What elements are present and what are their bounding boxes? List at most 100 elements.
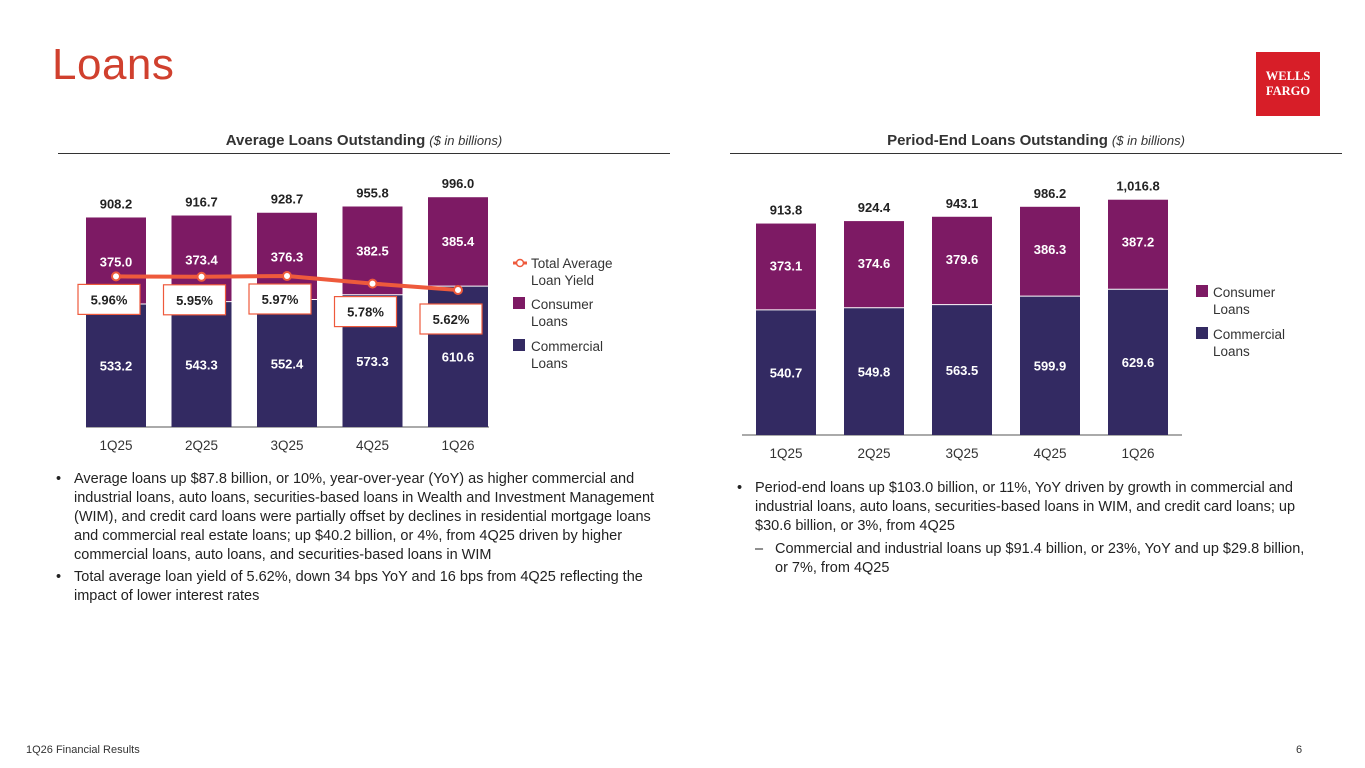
bar-commercial [844, 307, 904, 435]
label-consumer: 376.3 [271, 250, 304, 265]
label-consumer: 374.6 [858, 256, 891, 271]
legend-consumer-label-line1: Consumer [531, 297, 594, 312]
bar-commercial [1108, 289, 1168, 435]
x-tick-label: 1Q26 [1121, 446, 1154, 461]
label-consumer: 385.4 [442, 234, 475, 249]
left-bullet-2: Total average loan yield of 5.62%, down … [54, 568, 664, 606]
yield-label: 5.78% [347, 305, 384, 320]
legend-consumer-swatch [1196, 285, 1208, 297]
page-number: 6 [1296, 744, 1303, 756]
label-total: 1,016.8 [1116, 179, 1159, 194]
left-heading-rule [58, 153, 670, 154]
yield-label: 5.96% [91, 292, 128, 307]
bar-consumer [932, 216, 992, 305]
x-tick-label: 2Q25 [857, 446, 890, 461]
bar-consumer [428, 197, 488, 287]
x-tick-label: 3Q25 [945, 446, 978, 461]
legend-commercial-label-line2: Loans [1213, 344, 1250, 359]
label-commercial: 610.6 [442, 350, 475, 365]
right-bullet-1: Period-end loans up $103.0 billion, or 1… [735, 479, 1320, 536]
yield-point [367, 278, 378, 289]
legend-consumer-label-line2: Loans [1213, 302, 1250, 317]
bar-commercial [257, 299, 317, 427]
bar-commercial [171, 301, 232, 427]
x-tick-label: 1Q25 [99, 438, 132, 453]
label-consumer: 387.2 [1122, 235, 1155, 250]
right-heading-text: Period-End Loans Outstanding [887, 132, 1108, 149]
label-total: 924.4 [858, 200, 891, 215]
yield-label: 5.62% [433, 312, 470, 327]
bar-consumer [1108, 199, 1168, 290]
right-heading-unit: ($ in billions) [1111, 133, 1185, 148]
yield-label-box [333, 296, 398, 328]
legend-yield-marker-icon [515, 258, 525, 268]
legend-consumer-label-line1: Consumer [1213, 285, 1276, 300]
label-commercial: 533.2 [100, 358, 133, 373]
x-tick-label: 1Q25 [769, 446, 802, 461]
yield-label-box [162, 284, 227, 316]
legend-commercial-label-line1: Commercial [531, 339, 603, 354]
left-chart-heading: Average Loans Outstanding ($ in billions) [58, 132, 670, 149]
bar-consumer [844, 221, 904, 308]
label-total: 996.0 [442, 176, 475, 191]
x-tick-label: 4Q25 [1033, 446, 1066, 461]
label-commercial: 543.3 [185, 357, 218, 372]
yield-label: 5.95% [176, 293, 213, 308]
bar-commercial [1020, 296, 1080, 435]
label-total: 943.1 [946, 196, 979, 211]
x-tick-label: 3Q25 [270, 438, 303, 453]
x-tick-label: 4Q25 [356, 438, 389, 453]
label-consumer: 382.5 [356, 243, 389, 258]
label-total: 955.8 [356, 185, 389, 200]
page-title: Loans [52, 40, 175, 89]
yield-label: 5.97% [262, 292, 299, 307]
period-end-loans-chart: 540.7 373.1 913.8 1Q25 549.8 374.6 924.4 2Q25 56… [742, 179, 1285, 461]
label-commercial: 552.4 [271, 356, 304, 371]
legend-commercial-label-line1: Commercial [1213, 327, 1285, 342]
yield-label-box [248, 283, 312, 315]
legend-commercial-label-line2: Loans [531, 356, 568, 371]
x-tick-label: 1Q26 [441, 438, 474, 453]
yield-label-box [419, 303, 483, 335]
label-commercial: 573.3 [356, 354, 389, 369]
label-consumer: 373.1 [770, 259, 803, 274]
label-consumer: 375.0 [100, 254, 133, 269]
yield-point [282, 271, 292, 281]
right-chart-heading: Period-End Loans Outstanding ($ in billio… [730, 132, 1342, 149]
bar-consumer [1020, 206, 1080, 297]
logo-line-1: WELLS [1265, 69, 1311, 83]
average-loans-chart: 533.2 375.0 908.2 1Q25 543.3 373.4 916.7 2Q25 55… [77, 176, 613, 453]
label-consumer: 386.3 [1034, 242, 1067, 257]
yield-point [453, 285, 463, 295]
wells-fargo-logo: WELLS FARGO [1256, 52, 1320, 116]
bar-commercial [756, 309, 816, 435]
legend-consumer-label-line2: Loans [531, 314, 568, 329]
right-bullets: Period-end loans up $103.0 billion, or 1… [735, 479, 1320, 581]
label-consumer: 379.6 [946, 252, 979, 267]
right-sub-bullet-1: Commercial and industrial loans up $91.4… [735, 540, 1320, 578]
label-commercial: 549.8 [858, 364, 891, 379]
right-heading-rule [730, 153, 1342, 154]
label-total: 908.2 [100, 196, 133, 211]
label-commercial: 540.7 [770, 365, 803, 380]
bar-commercial [86, 303, 146, 427]
legend-consumer-swatch [513, 297, 525, 309]
label-commercial: 563.5 [946, 363, 979, 378]
label-total: 986.2 [1034, 186, 1067, 201]
bar-commercial [932, 304, 992, 435]
x-tick-label: 2Q25 [185, 438, 218, 453]
footer-label: 1Q26 Financial Results [26, 744, 140, 756]
label-total: 916.7 [185, 195, 218, 210]
left-bullet-1: Average loans up $87.8 billion, or 10%, … [54, 470, 664, 565]
yield-point [111, 271, 121, 282]
label-total: 928.7 [271, 192, 304, 207]
label-commercial: 599.9 [1034, 359, 1067, 374]
left-bullets: Average loans up $87.8 billion, or 10%, … [54, 470, 664, 609]
logo-line-2: FARGO [1265, 84, 1311, 98]
label-commercial: 629.6 [1122, 355, 1155, 370]
left-heading-unit: ($ in billions) [429, 133, 503, 148]
label-consumer: 373.4 [185, 253, 218, 268]
label-total: 913.8 [770, 203, 803, 218]
yield-point [196, 271, 207, 282]
legend-yield-label-line2: Loan Yield [531, 273, 594, 288]
